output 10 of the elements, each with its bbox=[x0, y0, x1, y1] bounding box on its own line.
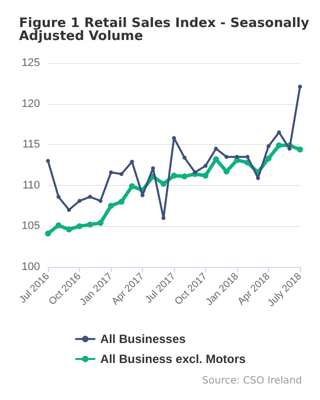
y-tick-label: 100 bbox=[22, 261, 40, 273]
y-tick-label: 105 bbox=[22, 220, 40, 232]
y-tick-label: 120 bbox=[22, 98, 40, 110]
y-tick-label: 125 bbox=[22, 57, 40, 69]
y-tick-label: 110 bbox=[22, 179, 40, 192]
chart-title: Figure 1 Retail Sales Index - Seasonally Adjusted Volume bbox=[19, 16, 314, 44]
legend-label: All Business excl. Motors bbox=[100, 352, 246, 366]
source-note: Source: CSO Ireland bbox=[202, 376, 302, 386]
legend-label: All Businesses bbox=[100, 332, 186, 346]
y-tick-label: 115 bbox=[22, 138, 40, 151]
